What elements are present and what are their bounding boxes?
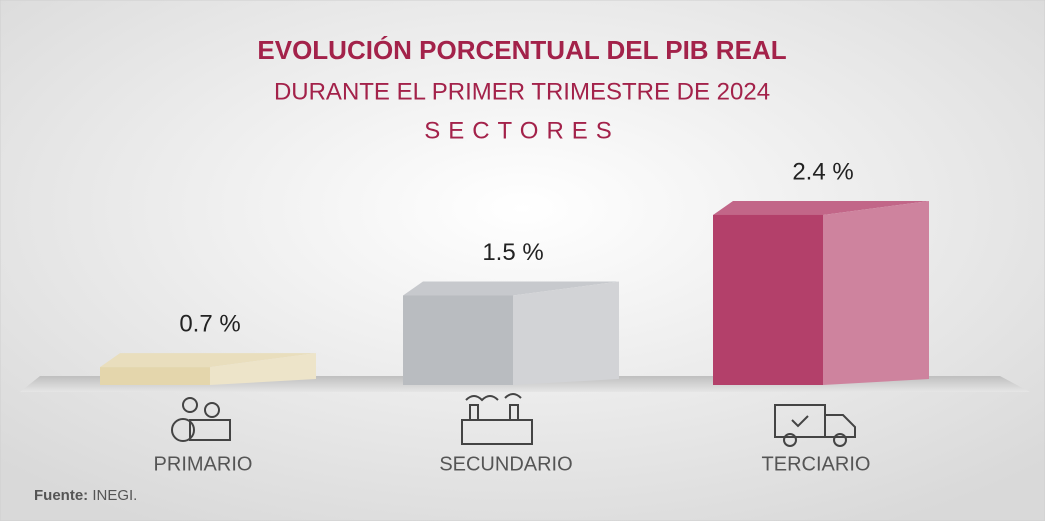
chart-subtitle: DURANTE EL PRIMER TRIMESTRE DE 2024 (274, 78, 770, 105)
bar-top (403, 281, 619, 296)
bar-side (210, 353, 316, 385)
data-label: 1.5 % (482, 239, 543, 266)
icon-secundario (461, 393, 533, 445)
bar (100, 367, 210, 385)
bar-top (100, 353, 316, 368)
bar (403, 295, 513, 385)
bar-side (513, 281, 619, 385)
chart-title: EVOLUCIÓN PORCENTUAL DEL PIB REAL (257, 35, 786, 65)
source-text: INEGI. (92, 487, 137, 504)
bar-side (823, 200, 929, 385)
icons (171, 393, 856, 447)
x-tick-label: TERCIARIO (762, 453, 871, 475)
icon-primario (171, 397, 231, 442)
chart-subtitle: SECTORES (424, 117, 620, 144)
x-tick-label: SECUNDARIO (439, 453, 572, 475)
icon-terciario (774, 404, 856, 447)
bar-top (713, 200, 929, 215)
x-tick-label: PRIMARIO (154, 453, 253, 475)
source-label: Fuente: (34, 487, 88, 504)
data-label: 0.7 % (179, 310, 240, 337)
bar (713, 214, 823, 385)
data-label: 2.4 % (792, 158, 853, 185)
source: Fuente: INEGI. (34, 487, 137, 504)
